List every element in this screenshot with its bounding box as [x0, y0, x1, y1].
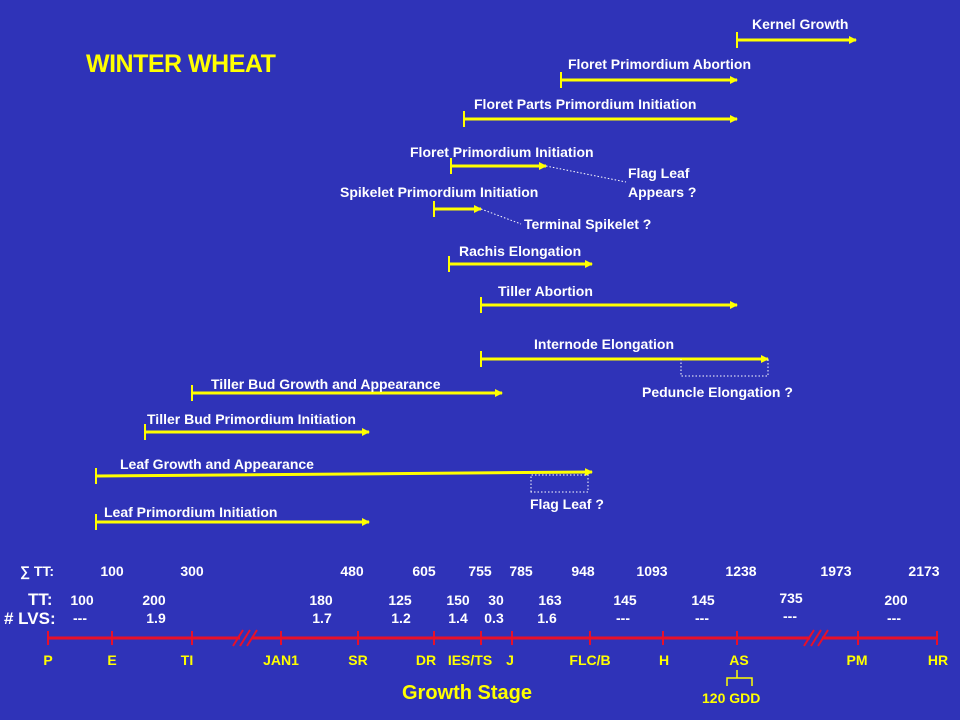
label-floret-primordium-abortion: Floret Primordium Abortion [568, 56, 752, 72]
arrow-internode-elongation [480, 351, 769, 367]
stage-label: E [107, 652, 117, 668]
lvs-label: # LVS: [4, 609, 56, 628]
page-title: WINTER WHEAT [86, 50, 276, 78]
label-leaf-growth: Leaf Growth and Appearance [120, 456, 314, 472]
arrow-floret-primordium-abortion [560, 72, 738, 88]
tt-value: 200 [884, 592, 908, 608]
label-spikelet-primordium-initiation: Spikelet Primordium Initiation [340, 184, 539, 200]
arrow-rachis-elongation [448, 256, 593, 272]
annotation-flag-leaf: Flag Leaf ? [530, 496, 604, 512]
arrow-floret-primordium-initiation [450, 158, 547, 174]
tt-value: 163 [538, 592, 562, 608]
tt-value: 150 [446, 592, 470, 608]
label-kernel-growth: Kernel Growth [752, 16, 849, 32]
arrow-spikelet-primordium-initiation [433, 201, 482, 217]
arrow-tiller-bud-growth [191, 385, 503, 401]
lvs-value: --- [73, 610, 87, 626]
lvs-value: 1.6 [537, 610, 557, 626]
sum-tt-value: 300 [180, 563, 204, 579]
label-leaf-primordium-initiation: Leaf Primordium Initiation [104, 504, 278, 520]
gdd-note: 120 GDD [702, 690, 761, 706]
annotation-flag-leaf-appears-line1: Flag Leaf [628, 165, 690, 181]
sum-tt-label: ∑ TT: [20, 563, 55, 579]
annotation-flag-leaf-appears-line2: Appears ? [628, 184, 697, 200]
tt-label: TT: [28, 590, 53, 609]
label-internode-elongation: Internode Elongation [534, 336, 674, 352]
lvs-value: --- [783, 608, 797, 624]
label-tiller-bud-growth: Tiller Bud Growth and Appearance [211, 376, 441, 392]
tt-value: 145 [613, 592, 637, 608]
stage-label: IES/TS [447, 652, 493, 668]
lvs-value: 0.3 [484, 610, 504, 626]
lvs-value: --- [887, 610, 901, 626]
lvs-value: 1.2 [391, 610, 411, 626]
stage-label: DR [415, 652, 437, 668]
lvs-value: 1.7 [312, 610, 332, 626]
lvs-value: --- [695, 610, 709, 626]
leader-flag-leaf-appears [545, 165, 627, 183]
annotation-terminal-spikelet: Terminal Spikelet ? [524, 216, 652, 232]
sum-tt-value: 1093 [636, 563, 668, 579]
tt-value: 735 [779, 590, 803, 606]
bracket-peduncle-elongation [680, 359, 769, 377]
sum-tt-value: 605 [412, 563, 436, 579]
label-tiller-bud-primordium-initiation: Tiller Bud Primordium Initiation [147, 411, 356, 427]
label-floret-parts-primordium-initiation: Floret Parts Primordium Initiation [474, 96, 697, 112]
arrow-kernel-growth [736, 32, 857, 48]
growth-stage-axis [47, 629, 938, 647]
stage-label: P [43, 652, 53, 668]
label-tiller-abortion: Tiller Abortion [498, 283, 593, 299]
sum-tt-value: 755 [468, 563, 492, 579]
tt-value: 125 [388, 592, 412, 608]
lvs-value: 1.9 [146, 610, 166, 626]
gdd-bracket [726, 670, 753, 686]
sum-tt-value: 785 [509, 563, 533, 579]
stage-label: PM [846, 652, 868, 668]
lvs-value: 1.4 [448, 610, 468, 626]
lvs-value: --- [616, 610, 630, 626]
stage-label: JAN1 [263, 652, 299, 668]
leader-terminal-spikelet [480, 208, 522, 225]
sum-tt-value: 948 [571, 563, 595, 579]
arrow-tiller-abortion [480, 297, 738, 313]
label-rachis-elongation: Rachis Elongation [459, 243, 582, 259]
tt-value: 145 [691, 592, 715, 608]
axis-title: Growth Stage [402, 682, 533, 704]
annotation-peduncle-elongation: Peduncle Elongation ? [642, 384, 793, 400]
bracket-flag-leaf [530, 474, 589, 493]
stage-label: SR [348, 652, 368, 668]
stage-label: AS [729, 652, 749, 668]
sum-tt-value: 1973 [820, 563, 852, 579]
stage-label: H [658, 652, 670, 668]
tt-value: 100 [70, 592, 94, 608]
arrow-tiller-bud-primordium-initiation [144, 424, 370, 440]
tt-value: 200 [142, 592, 166, 608]
sum-tt-value: 2173 [908, 563, 940, 579]
label-floret-primordium-initiation: Floret Primordium Initiation [410, 144, 594, 160]
tt-value: 180 [309, 592, 333, 608]
stage-label: J [506, 652, 514, 668]
stage-label: TI [180, 652, 194, 668]
stage-label: FLC/B [569, 652, 611, 668]
sum-tt-value: 100 [100, 563, 124, 579]
arrow-leaf-primordium-initiation [95, 514, 370, 530]
sum-tt-value: 480 [340, 563, 364, 579]
arrow-floret-parts-primordium-initiation [463, 111, 738, 127]
sum-tt-value: 1238 [725, 563, 757, 579]
stage-label: HR [927, 652, 949, 668]
arrow-leaf-growth [95, 468, 593, 484]
tt-value: 30 [488, 592, 504, 608]
